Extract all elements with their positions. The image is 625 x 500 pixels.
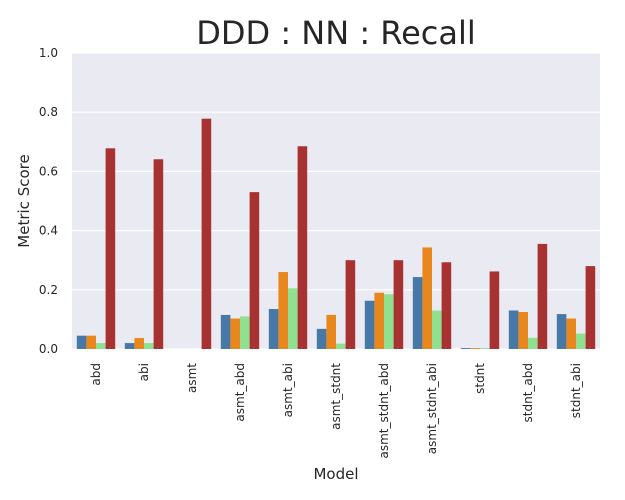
y-tick-label: 0.6 (39, 164, 58, 178)
bar-asmt_abi-s2 (278, 272, 288, 349)
x-tick-label: stdnt (473, 363, 487, 394)
y-axis-label: Metric Score (15, 154, 33, 247)
bar-asmt_abd-s3 (240, 316, 250, 349)
bar-stdnt_abd-s4 (537, 243, 548, 349)
bar-asmt-s4 (201, 118, 212, 349)
x-tick-label: stdnt_abi (569, 363, 583, 418)
x-tick-label: asmt_abi (281, 363, 295, 417)
bar-stdnt_abi-s2 (566, 318, 576, 349)
bar-stdnt_abi-s4 (585, 266, 596, 349)
bar-asmt_abd-s1 (220, 314, 231, 349)
y-tick-label: 0.0 (39, 342, 58, 356)
bar-stdnt_abi-s3 (576, 333, 586, 349)
bars (76, 118, 596, 349)
y-tick-label: 1.0 (39, 46, 58, 60)
bar-asmt_stdnt-s2 (326, 314, 336, 349)
bar-stdnt-s3 (480, 348, 490, 349)
bar-stdnt-s4 (489, 271, 500, 349)
bar-stdnt_abi-s1 (556, 314, 567, 349)
bar-asmt_stdnt_abi-s4 (441, 262, 452, 349)
x-tick-label: asmt_stdnt (329, 363, 343, 430)
x-tick-label: asmt_abd (233, 363, 247, 422)
x-tick-label: abd (89, 363, 103, 386)
x-tick-label: asmt_stdnt_abi (425, 363, 439, 454)
y-tick-label: 0.4 (39, 224, 58, 238)
bar-asmt_abi-s4 (297, 146, 308, 349)
bar-asmt_stdnt_abi-s3 (432, 310, 442, 349)
bar-abi-s4 (153, 159, 164, 349)
bar-asmt_stdnt-s4 (345, 260, 356, 349)
bar-asmt_stdnt-s1 (316, 328, 327, 349)
bar-stdnt_abd-s3 (528, 337, 538, 349)
bar-stdnt-s1 (460, 348, 471, 349)
x-tick-label: stdnt_abd (521, 363, 535, 422)
x-axis-ticks: abd abi asmt asmt_abd asmt_abi asmt_stdnt asmt… (89, 363, 583, 459)
bar-asmt_stdnt-s3 (336, 343, 346, 349)
plot-area (72, 53, 600, 349)
x-tick-label: asmt (185, 363, 199, 393)
y-tick-label: 0.8 (39, 105, 58, 119)
bar-stdnt_abd-s2 (518, 312, 528, 349)
y-axis-ticks: 0.0 0.2 0.4 0.6 0.8 1.0 (39, 46, 58, 356)
bar-abi-s3 (144, 343, 154, 349)
x-tick-label: asmt_stdnt_abd (377, 363, 391, 458)
bar-stdnt-s2 (470, 348, 480, 349)
bar-abd-s2 (86, 335, 96, 349)
bar-asmt_stdnt_abi-s2 (422, 247, 432, 349)
bar-asmt_stdnt_abd-s2 (374, 292, 384, 349)
bar-asmt_stdnt_abd-s4 (393, 260, 404, 349)
bar-asmt_abi-s3 (288, 288, 298, 349)
bar-abd-s3 (96, 343, 106, 349)
bar-asmt_abd-s2 (230, 318, 240, 349)
bar-abd-s4 (105, 148, 116, 349)
bar-asmt_stdnt_abi-s1 (412, 277, 423, 349)
bar-stdnt_abd-s1 (508, 310, 519, 349)
bar-asmt_stdnt_abd-s3 (384, 294, 394, 349)
bar-abi-s1 (124, 343, 135, 349)
y-tick-label: 0.2 (39, 283, 58, 297)
bar-asmt_abi-s1 (268, 309, 279, 349)
bar-abi-s2 (134, 338, 144, 349)
bar-abd-s1 (76, 335, 87, 349)
bar-asmt_stdnt_abd-s1 (364, 300, 375, 349)
chart-title: DDD : NN : Recall (196, 14, 476, 52)
x-tick-label: abi (137, 363, 151, 381)
x-axis-label: Model (313, 465, 358, 483)
bar-asmt_abd-s4 (249, 192, 260, 349)
